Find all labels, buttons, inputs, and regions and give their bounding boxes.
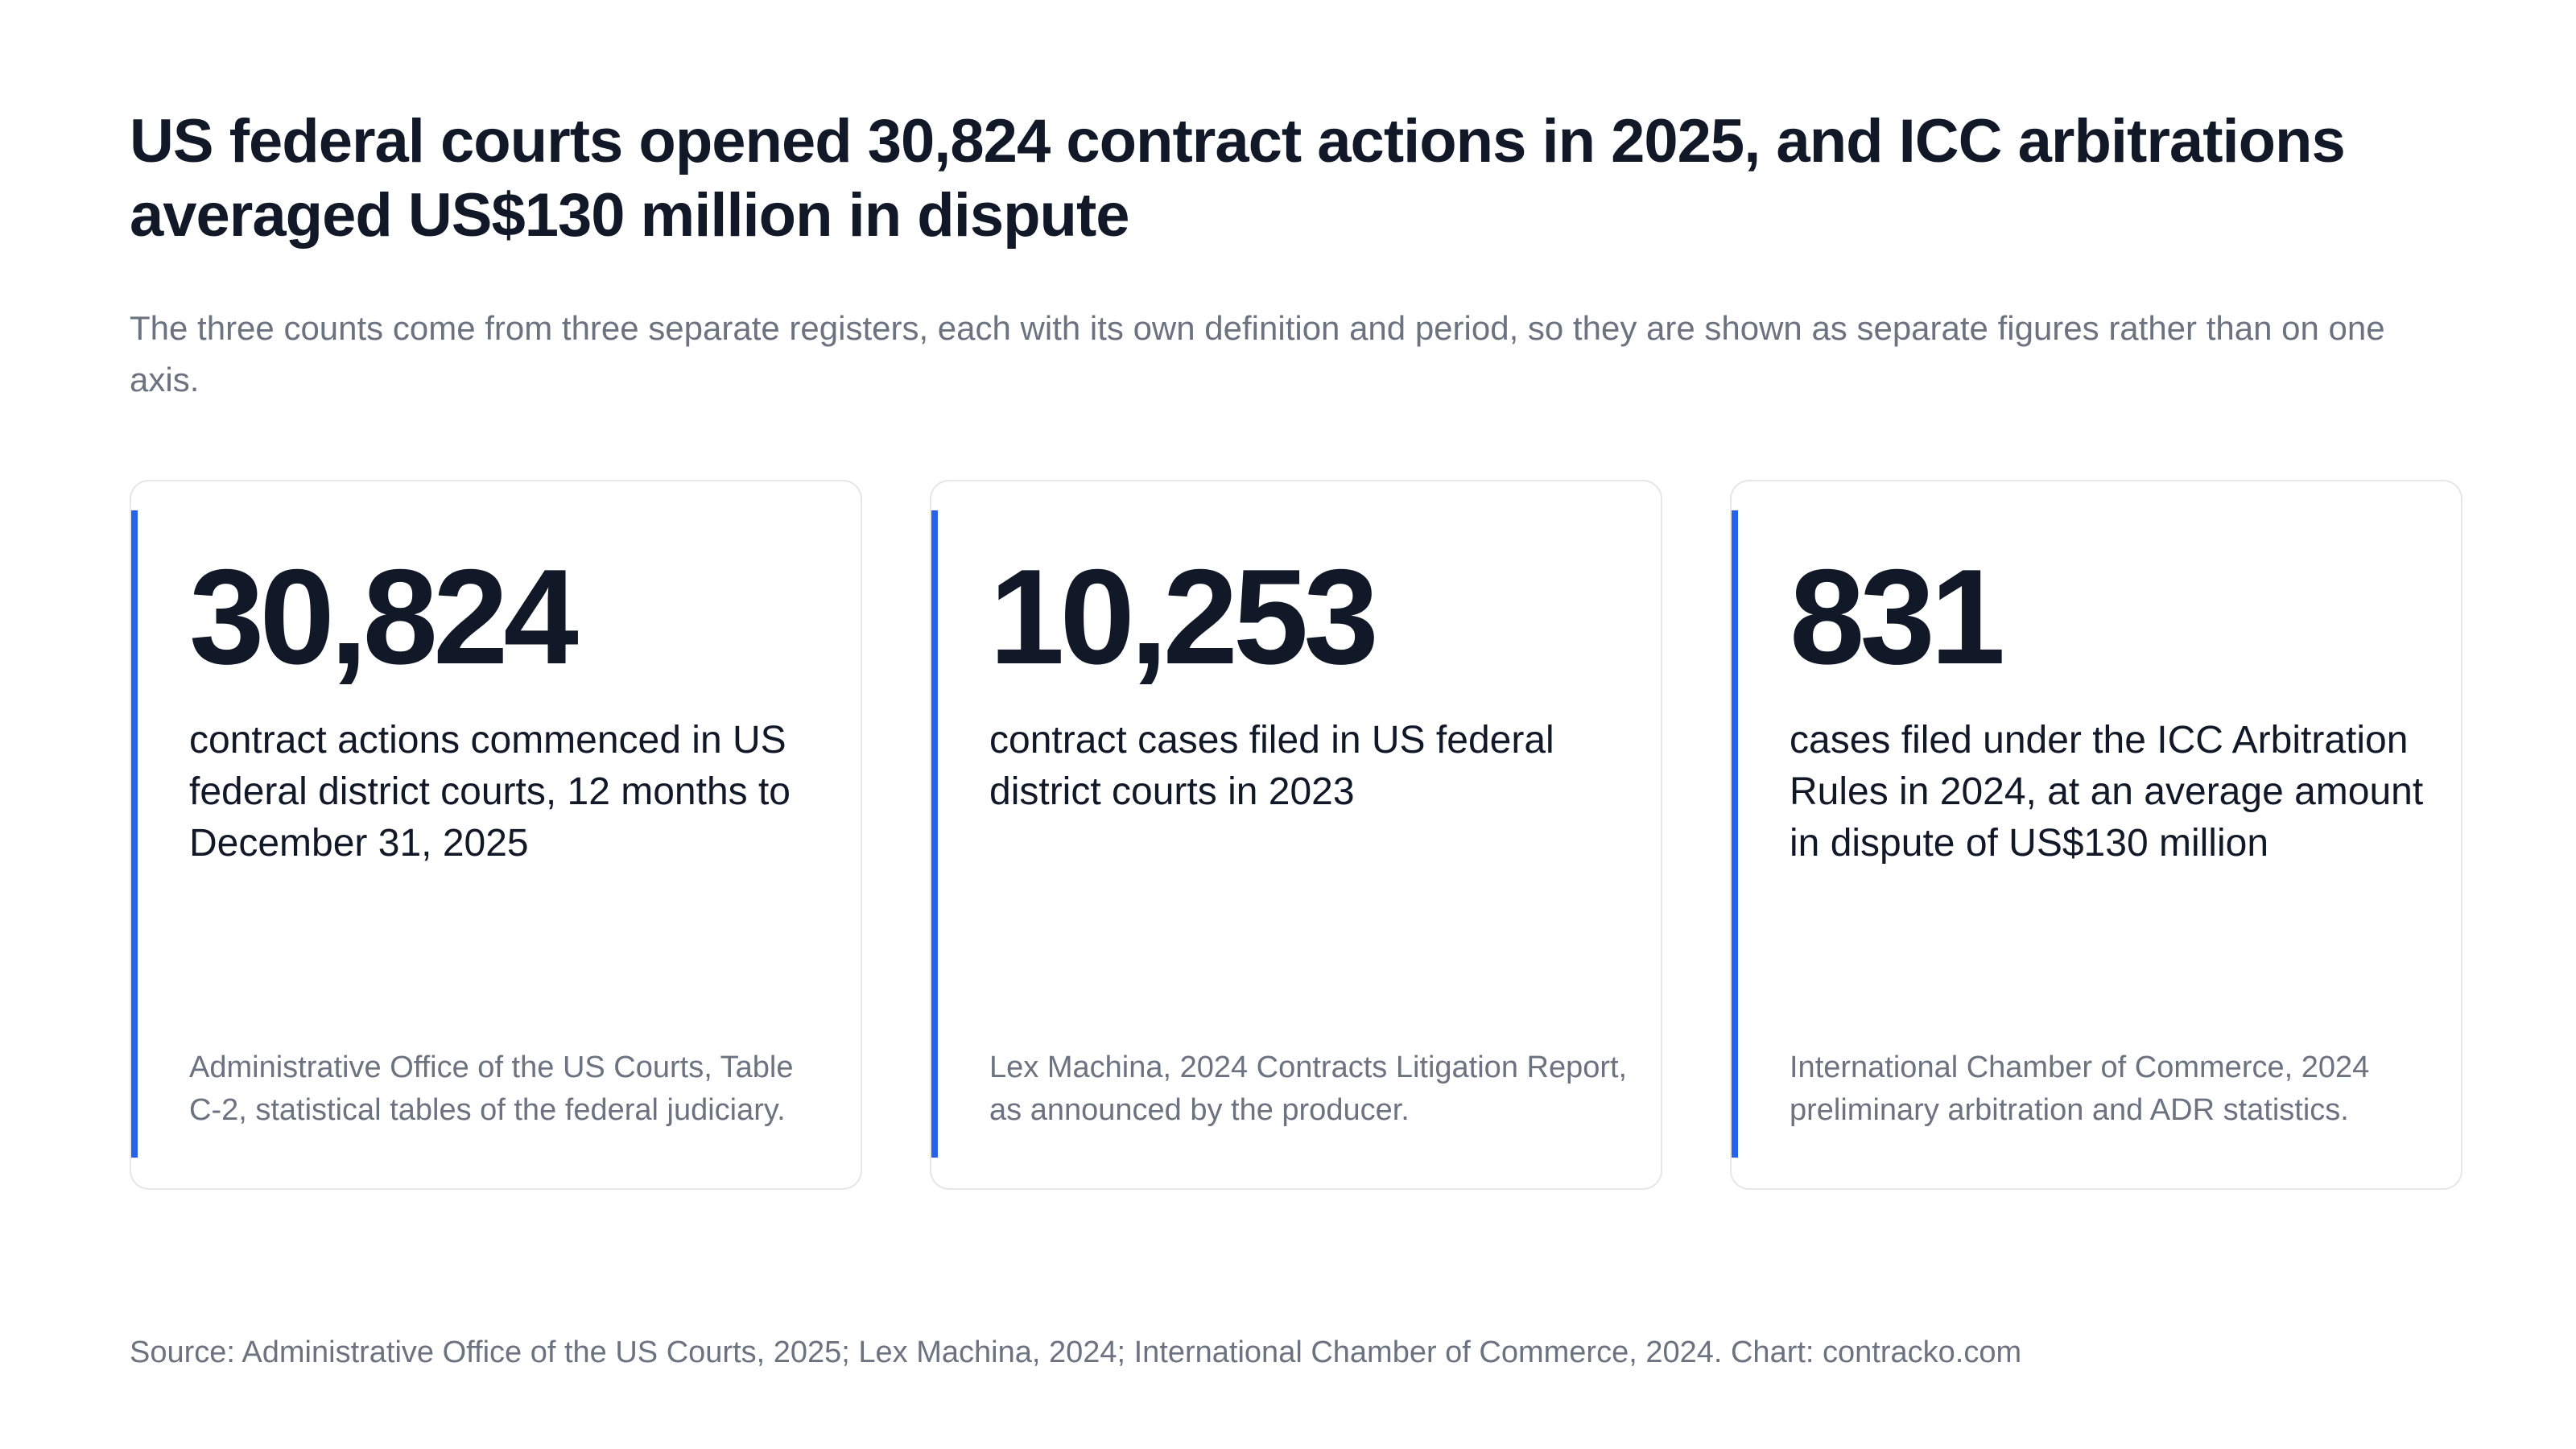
- stat-description: contract cases filed in US federal distr…: [989, 719, 1554, 813]
- stat-source: Administrative Office of the US Courts, …: [189, 1051, 794, 1127]
- source-footer: Source: Administrative Office of the US …: [130, 1335, 2022, 1369]
- accent-bar: [131, 510, 138, 1158]
- stat-description: contract actions commenced in US federal…: [189, 719, 791, 865]
- accent-bar: [1732, 510, 1738, 1158]
- stat-source: Lex Machina, 2024 Contracts Litigation R…: [989, 1051, 1628, 1127]
- stat-source: International Chamber of Commerce, 2024 …: [1790, 1051, 2370, 1127]
- stat-card-lex-machina-contract-cases: 10,253 contract cases filed in US federa…: [930, 480, 1662, 1190]
- page-content: US federal courts opened 30,824 contract…: [130, 105, 2464, 1190]
- page-title: US federal courts opened 30,824 contract…: [130, 107, 2346, 250]
- stat-card-federal-contract-actions: 30,824 contract actions commenced in US …: [130, 480, 862, 1190]
- stat-value: 30,824: [189, 541, 579, 692]
- stat-value: 831: [1790, 541, 2005, 692]
- page-subtitle: The three counts come from three separat…: [130, 309, 2385, 398]
- stat-card-icc-arbitration-cases: 831 cases filed under the ICC Arbitratio…: [1730, 480, 2462, 1190]
- accent-bar: [931, 510, 938, 1158]
- stat-cards: 30,824 contract actions commenced in US …: [130, 480, 2464, 1193]
- stat-value: 10,253: [989, 541, 1379, 692]
- stat-description: cases filed under the ICC Arbitration Ru…: [1790, 719, 2424, 865]
